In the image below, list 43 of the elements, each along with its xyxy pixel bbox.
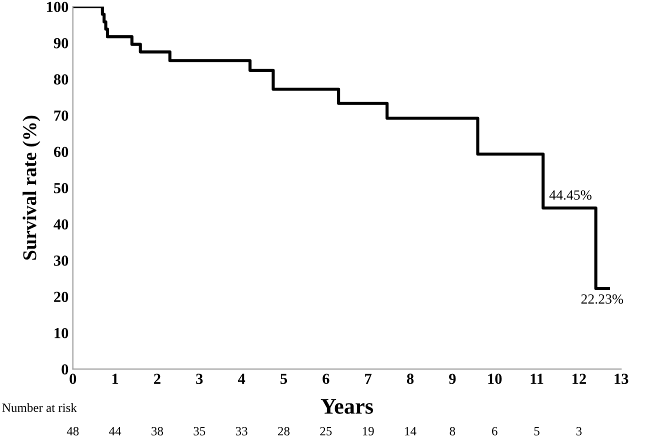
text: 35 [194, 427, 206, 436]
y-axis-title: Survival rate (%) [22, 116, 40, 260]
annotation: 22.23% [581, 294, 624, 304]
y-tick-label: 80 [54, 74, 68, 85]
text: 38 [152, 426, 164, 436]
x-tick-label: 9 [449, 374, 456, 384]
x-tick-label: 2 [154, 374, 160, 384]
x-tick-label: 10 [488, 374, 502, 384]
x-tick-label: 7 [365, 374, 372, 384]
text: 44 [109, 427, 122, 436]
text: 28 [278, 426, 290, 436]
x-tick-label: 3 [196, 374, 203, 384]
text: 14 [405, 427, 416, 436]
x-axis-title: Years [320, 399, 373, 414]
y-tick-label: 90 [54, 38, 68, 48]
text: Number at risk [2, 403, 77, 412]
text: 19 [362, 427, 374, 436]
text: 25 [320, 427, 332, 436]
text: 6 [492, 427, 498, 436]
x-tick-label: 0 [70, 374, 76, 384]
x-tick-label: 13 [614, 374, 628, 384]
y-tick-label: 10 [54, 328, 68, 338]
text: 33 [236, 427, 248, 436]
y-tick-label: 50 [54, 182, 68, 194]
y-tick-label: 100 [47, 2, 68, 12]
x-tick-label: 5 [280, 374, 288, 384]
x-tick-label: 12 [572, 374, 586, 384]
text: 3 [576, 427, 582, 436]
x-tick-label: 1 [112, 374, 118, 384]
y-tick-label: 30 [54, 255, 68, 266]
x-tick-label: 8 [406, 374, 414, 384]
y-tick-label: 20 [54, 292, 68, 302]
text: 5 [534, 427, 540, 436]
y-tick-label: 40 [54, 219, 68, 230]
annotation: 44.45% [549, 190, 592, 200]
y-tick-label: 70 [54, 110, 68, 121]
text: 48 [66, 426, 79, 436]
y-tick-label: 0 [62, 364, 68, 375]
x-tick-label: 11 [530, 374, 544, 384]
x-tick-label: 4 [238, 374, 246, 384]
text: 8 [450, 426, 456, 436]
x-tick-label: 6 [322, 374, 330, 384]
y-tick-label: 60 [54, 146, 68, 158]
